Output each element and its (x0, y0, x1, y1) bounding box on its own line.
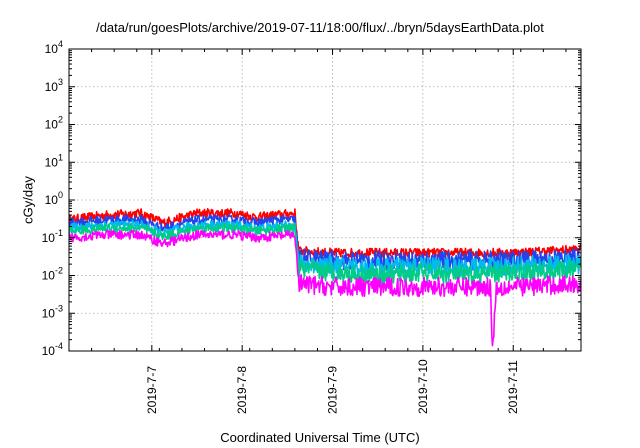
y-tick-label: 103 (45, 77, 63, 94)
y-tick-label: 10-3 (42, 303, 63, 320)
y-tick-label: 10-2 (42, 266, 63, 283)
y-tick-label: 10-4 (42, 341, 63, 358)
x-tick-label: 2019-7-8 (235, 366, 249, 414)
y-axis: 10-4 10-3 10-2 10-1 100 101 102 103 104 (42, 39, 581, 358)
x-tick-label: 2019-7-11 (506, 360, 520, 414)
x-axis-label: Coordinated Universal Time (UTC) (220, 430, 420, 445)
series-line-1 (69, 208, 581, 259)
series-line-5 (69, 229, 581, 347)
series-group (69, 208, 581, 347)
x-tick-label: 2019-7-7 (145, 366, 159, 414)
x-tick-label: 2019-7-9 (326, 366, 340, 414)
chart-title: /data/run/goesPlots/archive/2019-07-11/1… (96, 20, 544, 35)
y-tick-label: 104 (45, 39, 63, 56)
y-tick-label: 10-1 (42, 228, 63, 245)
y-tick-label: 100 (45, 190, 63, 207)
grid (69, 49, 581, 351)
x-axis: 2019-7-7 2019-7-8 2019-7-9 2019-7-10 2019-7-… (68, 49, 567, 414)
x-tick-label: 2019-7-10 (416, 359, 430, 414)
y-tick-label: 102 (45, 115, 63, 132)
y-tick-label: 101 (45, 152, 63, 169)
